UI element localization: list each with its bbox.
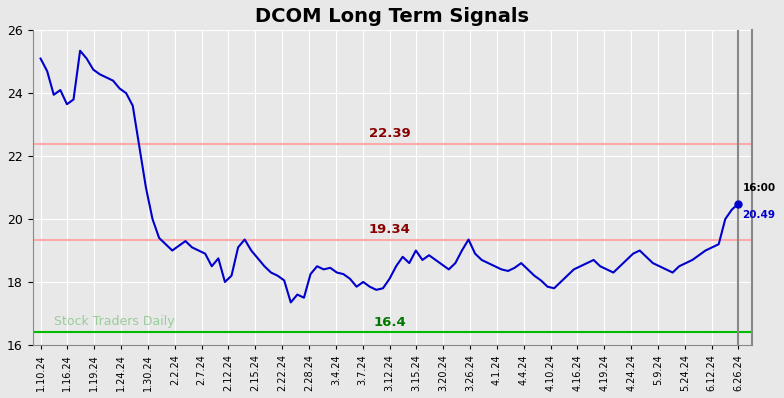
Title: DCOM Long Term Signals: DCOM Long Term Signals (256, 7, 529, 26)
Text: 19.34: 19.34 (368, 223, 411, 236)
Text: Stock Traders Daily: Stock Traders Daily (54, 314, 175, 328)
Text: 20.49: 20.49 (742, 210, 775, 220)
Text: 16.4: 16.4 (373, 316, 406, 329)
Text: 16:00: 16:00 (742, 183, 775, 193)
Text: 22.39: 22.39 (368, 127, 410, 140)
